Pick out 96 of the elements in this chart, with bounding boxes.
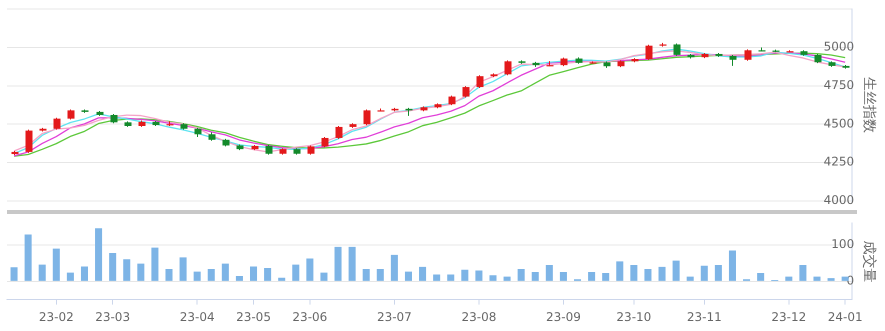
candlestick xyxy=(814,53,822,64)
bar xyxy=(560,272,567,281)
bar xyxy=(165,269,173,281)
bar xyxy=(532,272,539,281)
bar xyxy=(546,265,553,281)
x-tick-label: 23-04 xyxy=(180,310,215,324)
bar xyxy=(700,266,708,281)
bar xyxy=(489,275,497,281)
bar xyxy=(292,264,300,281)
bar xyxy=(376,269,384,281)
candlestick xyxy=(744,48,752,62)
x-tick-label: 23-05 xyxy=(236,310,271,324)
bar xyxy=(588,272,596,281)
y-tick-label: 5000 xyxy=(824,40,854,54)
candlestick xyxy=(504,60,512,76)
bar xyxy=(137,264,144,281)
x-tick-label: 23-12 xyxy=(771,310,806,324)
bar xyxy=(109,253,116,281)
bar xyxy=(433,274,440,281)
bar xyxy=(616,261,624,281)
candlestick xyxy=(194,127,202,138)
candlestick xyxy=(68,108,74,120)
x-tick-label: 24-01 xyxy=(828,310,863,324)
bar xyxy=(334,246,342,281)
candlestick xyxy=(674,43,680,56)
bar xyxy=(390,254,398,281)
bar xyxy=(80,266,88,281)
bar xyxy=(714,265,722,281)
x-tick-label: 23-08 xyxy=(461,310,496,324)
x-tick-label: 23-09 xyxy=(546,310,581,324)
y-axis-title: 成交量 xyxy=(860,240,877,282)
candlestick xyxy=(110,114,118,124)
y-tick-label: 4250 xyxy=(824,154,854,169)
candlestick xyxy=(266,144,272,156)
candlestick xyxy=(476,74,484,88)
bar xyxy=(264,268,272,281)
bar xyxy=(813,276,821,281)
bar xyxy=(630,265,638,281)
bar xyxy=(95,228,102,281)
bar xyxy=(404,272,412,281)
y-tick-label: 4000 xyxy=(824,192,854,207)
bar xyxy=(320,272,328,281)
x-tick-label: 23-06 xyxy=(292,310,328,324)
candlestick xyxy=(364,108,370,126)
bar xyxy=(194,272,201,281)
bar xyxy=(222,264,229,281)
bar xyxy=(602,273,610,281)
y-tick-label: 100 xyxy=(831,237,854,252)
candlestick xyxy=(336,126,342,140)
candlestick xyxy=(462,86,470,98)
bar xyxy=(686,276,694,281)
x-tick-label: 23-02 xyxy=(38,310,74,324)
bar xyxy=(250,266,258,281)
y-axis-title: 生丝指数 xyxy=(860,77,877,133)
bar xyxy=(52,248,60,281)
x-tick-label: 23-07 xyxy=(376,310,412,324)
bar xyxy=(447,274,454,281)
bar xyxy=(208,269,215,281)
x-tick-label: 23-11 xyxy=(686,310,722,324)
bar xyxy=(66,272,74,281)
bar xyxy=(672,260,680,281)
bar xyxy=(518,269,525,281)
bar xyxy=(461,270,468,281)
bar xyxy=(306,258,314,281)
bar xyxy=(278,278,286,281)
candlestick xyxy=(322,136,328,148)
bar xyxy=(38,264,46,281)
bar xyxy=(842,276,849,281)
bar xyxy=(24,234,32,281)
candlestick xyxy=(54,117,60,130)
bar xyxy=(123,259,130,281)
bar xyxy=(785,276,792,281)
x-tick-label: 23-03 xyxy=(95,310,130,324)
bar xyxy=(728,250,736,281)
candlestick xyxy=(646,44,652,60)
y-tick-label: 4750 xyxy=(824,78,854,92)
bar xyxy=(419,266,426,281)
bar xyxy=(10,267,18,281)
y-tick-label: 4500 xyxy=(824,116,854,130)
bar xyxy=(348,246,356,281)
candlestick xyxy=(308,144,314,156)
x-tick-label: 23-10 xyxy=(616,310,652,324)
bar xyxy=(644,269,652,281)
bar xyxy=(757,273,764,281)
bar xyxy=(151,248,158,281)
bar xyxy=(180,257,187,281)
bar xyxy=(236,276,243,281)
bar xyxy=(799,265,806,281)
candlestick xyxy=(448,95,456,106)
bar xyxy=(828,278,835,281)
bar xyxy=(658,266,666,281)
bar xyxy=(504,276,511,281)
candlestick xyxy=(26,129,32,154)
candlestick xyxy=(730,54,736,66)
bar xyxy=(362,269,370,281)
bar xyxy=(475,270,482,281)
